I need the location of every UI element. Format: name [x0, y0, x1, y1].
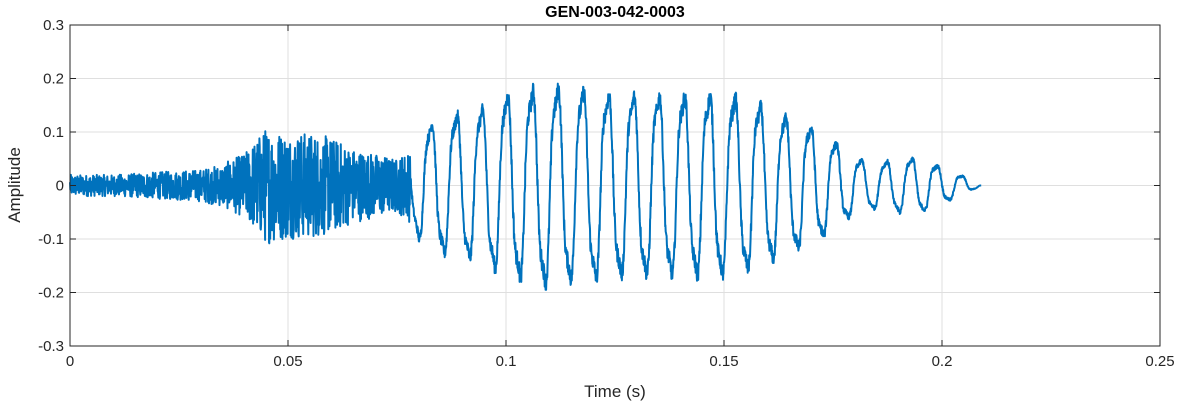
- y-tick-label: 0.3: [43, 17, 64, 34]
- y-tick-label: 0.1: [43, 124, 64, 141]
- y-tick-labels: -0.3 -0.2 -0.1 0 0.1 0.2 0.3: [38, 17, 64, 355]
- x-tick-label: 0.25: [1145, 353, 1174, 370]
- y-axis-title: Amplitude: [5, 147, 24, 223]
- series-group: [69, 82, 982, 291]
- x-tick-label: 0: [66, 353, 74, 370]
- y-tick-label: -0.1: [38, 231, 64, 248]
- y-tick-label: -0.3: [38, 338, 64, 355]
- y-tick-label: 0: [56, 178, 64, 195]
- x-tick-label: 0.1: [496, 353, 517, 370]
- waveform-line: [69, 82, 982, 291]
- y-tick-label: -0.2: [38, 285, 64, 302]
- x-axis-title: Time (s): [584, 382, 646, 401]
- y-tick-label: 0.2: [43, 71, 64, 88]
- x-tick-label: 0.15: [709, 353, 738, 370]
- x-tick-label: 0.2: [932, 353, 953, 370]
- x-tick-label: 0.05: [273, 353, 302, 370]
- tick-marks: [69, 24, 1161, 347]
- chart-title: GEN-003-042-0003: [545, 4, 685, 21]
- x-tick-labels: 0 0.05 0.1 0.15 0.2 0.25: [66, 353, 1175, 370]
